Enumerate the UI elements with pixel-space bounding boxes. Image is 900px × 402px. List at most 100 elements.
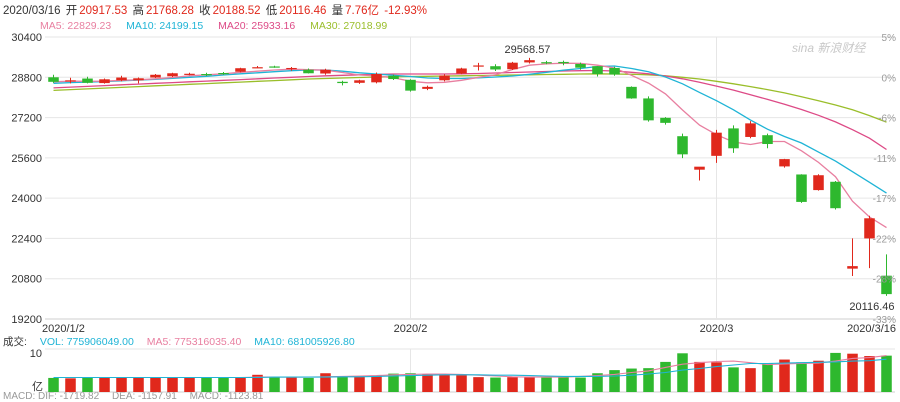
candle-body xyxy=(507,62,518,70)
open-label: 开 xyxy=(65,5,78,17)
volume-bar xyxy=(133,377,144,392)
volume-bar xyxy=(762,363,773,392)
candle xyxy=(405,79,416,92)
volume-bar xyxy=(48,377,59,392)
candle xyxy=(65,77,76,84)
volume-bar xyxy=(660,361,671,392)
volume-bar xyxy=(745,368,756,392)
volume-bar xyxy=(235,377,246,392)
candle xyxy=(881,254,892,296)
candle-body xyxy=(762,135,773,145)
candle xyxy=(252,65,263,69)
change-value: -12.93% xyxy=(384,5,428,17)
volume-unit-label: 亿 xyxy=(32,380,43,393)
candle-body xyxy=(99,79,110,84)
volume-legend-ma5: MA5: 775316035.40 xyxy=(146,336,242,348)
volume-bar xyxy=(116,377,127,392)
quote-date: 2020/03/16 xyxy=(3,5,61,17)
candle-body xyxy=(711,132,722,156)
candle xyxy=(337,80,348,86)
volume-bar xyxy=(99,377,110,392)
volume-bar xyxy=(201,377,212,392)
volume-bar xyxy=(524,377,535,392)
volume-bar xyxy=(830,352,841,392)
percent-tick-label: 0% xyxy=(882,73,897,84)
volume-tick-label: 10 xyxy=(30,348,42,360)
ma10-legend: MA10: 24199.15 xyxy=(126,20,204,32)
volume-bar xyxy=(167,377,178,392)
candle-body xyxy=(813,175,824,191)
candle xyxy=(643,96,654,122)
annotations: 29568.57 20116.46 xyxy=(505,44,895,313)
candle-body xyxy=(286,67,297,70)
volume-ma10-line xyxy=(53,358,887,379)
volume-legend: 成交: VOL: 775906049.00 MA5: 775316035.40 … xyxy=(3,335,365,349)
volume-bar xyxy=(779,359,790,392)
candle xyxy=(116,75,127,82)
volume-bar xyxy=(303,377,314,392)
volume-bar xyxy=(184,377,195,392)
candle-body xyxy=(881,275,892,295)
candle-body xyxy=(779,159,790,167)
macd-legend-dif: MACD: DIF: -1719.82 xyxy=(3,391,100,402)
volume-bar xyxy=(541,377,552,392)
moving-average-lines xyxy=(53,62,887,229)
candle-body xyxy=(320,69,331,74)
price-tick-label: 25600 xyxy=(11,153,42,165)
candle xyxy=(218,71,229,75)
volume-bar xyxy=(439,374,450,392)
price-tick-label: 19200 xyxy=(11,314,42,326)
volume-value: 7.76亿 xyxy=(345,5,379,17)
candle xyxy=(422,85,433,91)
volume-bar xyxy=(796,362,807,392)
candle-body xyxy=(48,77,59,82)
date-tick-label: 2020/3 xyxy=(700,323,734,335)
candle-body xyxy=(847,266,858,269)
candle-body xyxy=(541,62,552,64)
candle xyxy=(626,86,637,99)
candle-body xyxy=(473,65,484,67)
volume-bar xyxy=(456,375,467,392)
price-tick-label: 22400 xyxy=(11,233,42,245)
volume-bar xyxy=(626,368,637,392)
candle-body xyxy=(252,67,263,69)
volume-bar xyxy=(405,373,416,392)
volume-legend-title: 成交: xyxy=(3,336,27,348)
candle-body xyxy=(184,73,195,75)
volume-bar xyxy=(65,378,76,392)
candle-body xyxy=(728,128,739,149)
ma20-line xyxy=(53,69,887,151)
candle-body xyxy=(694,166,705,170)
candle xyxy=(779,158,790,168)
candle xyxy=(99,78,110,84)
volume-bar xyxy=(320,373,331,392)
volume-bar xyxy=(269,377,280,392)
candle-body xyxy=(796,174,807,202)
volume-bar xyxy=(507,377,518,392)
candle-body xyxy=(456,68,467,74)
volume-bar xyxy=(388,373,399,392)
volume-bar xyxy=(881,355,892,392)
ma-legend: MA5: 22829.23 MA10: 24199.15 MA20: 25933… xyxy=(40,19,399,33)
candle-body xyxy=(422,86,433,89)
volume-bar xyxy=(677,353,688,392)
ma30-line xyxy=(53,73,887,123)
candle-body xyxy=(626,86,637,99)
candle-body xyxy=(524,60,535,63)
volume-bar xyxy=(711,362,722,392)
candle xyxy=(541,60,552,65)
percent-axis: 5% 0% -6% -11% -17% -22% -28% -33% xyxy=(873,33,896,326)
candle xyxy=(711,129,722,163)
ma5-legend: MA5: 22829.23 xyxy=(40,20,112,32)
candle xyxy=(184,72,195,76)
candle-body xyxy=(405,79,416,91)
price-tick-label: 20800 xyxy=(11,274,42,286)
candle-body xyxy=(150,74,161,78)
candle xyxy=(82,76,93,84)
volume-bar xyxy=(422,374,433,392)
volume-chart: 10 亿 xyxy=(30,348,892,393)
volume-legend-ma10: MA10: 681005926.80 xyxy=(254,336,355,348)
candle xyxy=(677,133,688,159)
candle-body xyxy=(65,80,76,82)
